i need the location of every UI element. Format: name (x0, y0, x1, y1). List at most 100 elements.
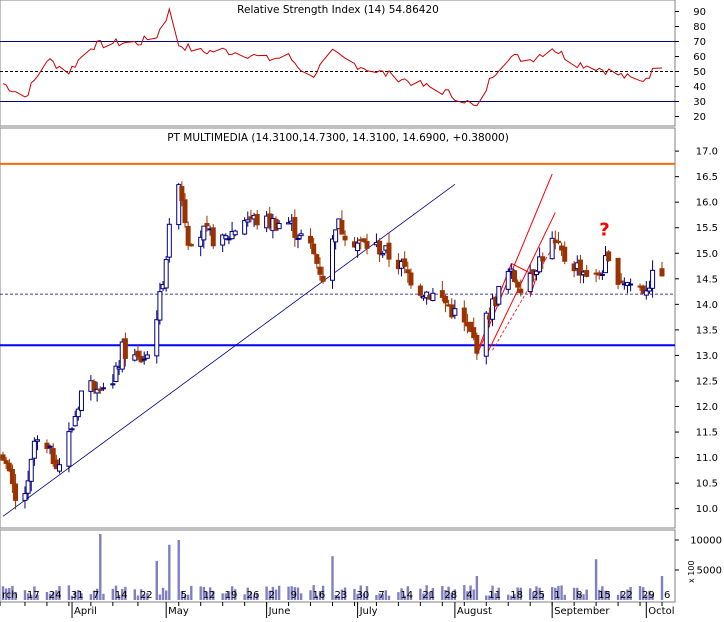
candle-body (0, 454, 6, 461)
candle-body (308, 235, 314, 244)
candle-body (533, 270, 539, 276)
volume-bar (255, 593, 259, 600)
volume-scale-label: x 100 (687, 560, 696, 583)
volume-bar (378, 593, 381, 600)
candle-body (320, 275, 326, 282)
candle-body (35, 439, 41, 442)
volume-bar (299, 593, 303, 600)
volume-bar (199, 586, 202, 600)
day-label: 15 (598, 590, 611, 601)
volume-bar (601, 586, 604, 600)
candle-body (28, 458, 34, 482)
candle-body (386, 242, 392, 260)
volume-bar (353, 588, 356, 600)
candle-body (201, 225, 207, 241)
volume-bar (111, 588, 115, 600)
volume-bar (550, 587, 554, 600)
day-label: 29 (642, 590, 655, 601)
volume-bar (143, 594, 146, 600)
volume-bar (362, 593, 366, 600)
candle-body (640, 285, 646, 294)
candle-body (650, 269, 656, 289)
volume-bar (365, 585, 369, 600)
price-tick-label: 13.5 (696, 325, 718, 336)
rsi-tick-label: 30 (693, 97, 706, 108)
day-label: 7 (93, 590, 99, 601)
candle-body (317, 266, 323, 275)
volume-bar (516, 587, 519, 600)
volume-bar (428, 591, 431, 600)
volume-bar (607, 591, 610, 600)
volume-bar (70, 595, 74, 600)
candle-body (292, 217, 298, 238)
volume-bar (472, 589, 475, 600)
candle-body (471, 327, 477, 339)
candle-body (606, 251, 612, 262)
candle-body (154, 319, 160, 357)
candle-body (439, 290, 445, 298)
price-tick-label: 15.0 (696, 249, 718, 260)
month-label: May (168, 606, 189, 617)
day-label: 9 (291, 590, 297, 601)
volume-tick-label: 5000 (697, 566, 722, 577)
day-label: 30 (356, 590, 369, 601)
day-label: 6 (664, 590, 670, 601)
candle-body (342, 235, 348, 241)
volume-bar (89, 594, 93, 600)
volume-bar (121, 589, 124, 600)
candle-body (442, 295, 448, 304)
candle-body (643, 290, 649, 296)
volume-bar (1, 586, 5, 600)
candle-body (527, 272, 533, 293)
candle-body (245, 219, 251, 223)
volume-bar (384, 590, 388, 600)
candle-body (615, 257, 621, 285)
volume-bar (604, 590, 607, 600)
volume-bar (136, 595, 140, 600)
candle-body (135, 350, 141, 358)
candle-body (339, 220, 345, 235)
candle-body (555, 240, 561, 243)
candle-body (311, 243, 317, 255)
volume-bar (334, 594, 337, 600)
volume-bar (318, 590, 322, 600)
month-label: April (74, 606, 97, 617)
volume-bar (554, 587, 557, 600)
candle-body (223, 235, 229, 240)
volume-bar (73, 591, 77, 600)
candle-body (540, 256, 546, 262)
volume-bar (356, 593, 359, 600)
candle-body (405, 269, 411, 274)
rsi-tick-label: 40 (693, 82, 706, 93)
volume-bar (249, 592, 253, 600)
volume-bar (616, 594, 620, 600)
volume-bar (488, 595, 491, 600)
day-label: 4 (466, 590, 472, 601)
candle-body (3, 460, 9, 464)
volume-bar (243, 594, 246, 600)
price-tick-label: 16.0 (696, 198, 718, 209)
volume-bar (560, 585, 563, 600)
volume-bar (375, 595, 378, 600)
candle-body (226, 238, 232, 241)
volume-bar (343, 587, 347, 600)
candle-body (496, 285, 502, 305)
volume-bar (491, 585, 494, 600)
volume-bar (77, 589, 80, 600)
candle-body (330, 238, 335, 281)
candle-body (512, 270, 518, 282)
candle-body (483, 312, 489, 357)
day-label: rch (2, 590, 18, 601)
volume-bar (208, 587, 212, 600)
volume-bar (161, 587, 165, 600)
price-tick-label: 11.0 (696, 453, 718, 464)
volume-bar (117, 594, 121, 600)
volume-bar (541, 592, 544, 600)
volume-bar (202, 586, 206, 600)
volume-bar (234, 589, 237, 600)
day-label: 21 (422, 590, 435, 601)
candle-body (163, 259, 169, 289)
volume-bar (529, 588, 532, 600)
candle-body (185, 225, 191, 246)
volume-bar (629, 587, 632, 600)
